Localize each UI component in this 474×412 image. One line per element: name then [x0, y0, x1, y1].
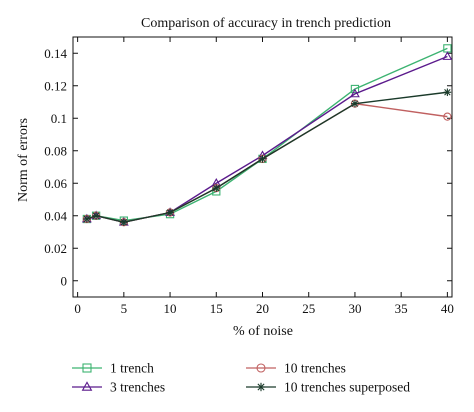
x-tick-label: 30: [348, 301, 361, 316]
y-tick-label: 0.04: [44, 208, 67, 223]
series-layer: [81, 44, 453, 227]
y-tick-label: 0.12: [44, 78, 67, 93]
legend-item: 1 trench: [72, 361, 154, 376]
legend-item: 10 trenches: [246, 361, 346, 376]
legend: 1 trench 3 trenches 10 trenches 10 trenches…: [72, 361, 410, 395]
x-tick-label: 0: [74, 301, 81, 316]
data-point: [83, 215, 91, 223]
plot-area: [72, 36, 453, 298]
y-tick-label: 0.02: [44, 241, 67, 256]
data-point: [351, 99, 359, 108]
data-point: [443, 88, 452, 97]
x-axis: 0 5 10 15 20 25 30 35 40: [74, 37, 454, 316]
series-line: [86, 47, 448, 222]
y-axis: 0 0.02 0.04 0.06 0.08 0.1 0.12 0.14: [44, 46, 452, 288]
series-line: [86, 91, 448, 223]
x-axis-title: % of noise: [233, 324, 293, 339]
chart-title: Comparison of accuracy in trench predict…: [141, 16, 391, 31]
series-line: [86, 102, 448, 223]
data-point: [120, 218, 128, 227]
y-tick-label: 0.14: [44, 46, 67, 61]
data-point: [350, 84, 360, 94]
y-tick-label: 0.06: [44, 176, 67, 191]
y-axis-title: Norm of errors: [16, 118, 31, 202]
series-3-trenches: [81, 51, 453, 226]
x-tick-label: 25: [302, 301, 315, 316]
legend-marker: [256, 382, 266, 392]
legend-label: 10 trenches: [284, 361, 346, 376]
x-tick-label: 10: [164, 301, 177, 316]
data-point: [92, 211, 100, 220]
legend-marker: [82, 363, 92, 373]
data-point: [442, 51, 453, 60]
plot-border: [72, 36, 453, 298]
series-10-trenches-superposed: [83, 88, 452, 227]
legend-marker: [256, 363, 266, 373]
x-tick-label: 40: [441, 301, 454, 316]
series-line: [86, 55, 448, 223]
x-tick-label: 15: [210, 301, 223, 316]
y-tick-label: 0.08: [44, 143, 67, 158]
series-1-trench: [82, 44, 452, 225]
x-tick-label: 35: [395, 301, 408, 316]
legend-label: 10 trenches superposed: [284, 380, 410, 395]
data-point: [443, 112, 452, 121]
data-point: [166, 208, 174, 217]
y-tick-label: 0.1: [51, 111, 67, 126]
legend-item: 3 trenches: [72, 380, 165, 395]
series-10-trenches: [82, 99, 452, 227]
legend-item: 10 trenches superposed: [246, 380, 410, 395]
x-tick-label: 20: [256, 301, 269, 316]
x-tick-label: 5: [121, 301, 128, 316]
legend-marker: [81, 381, 93, 391]
legend-label: 3 trenches: [110, 380, 165, 395]
data-point: [212, 184, 221, 192]
y-tick-label: 0: [61, 273, 68, 288]
legend-label: 1 trench: [110, 361, 154, 376]
data-point: [350, 88, 360, 98]
data-point: [258, 155, 267, 163]
